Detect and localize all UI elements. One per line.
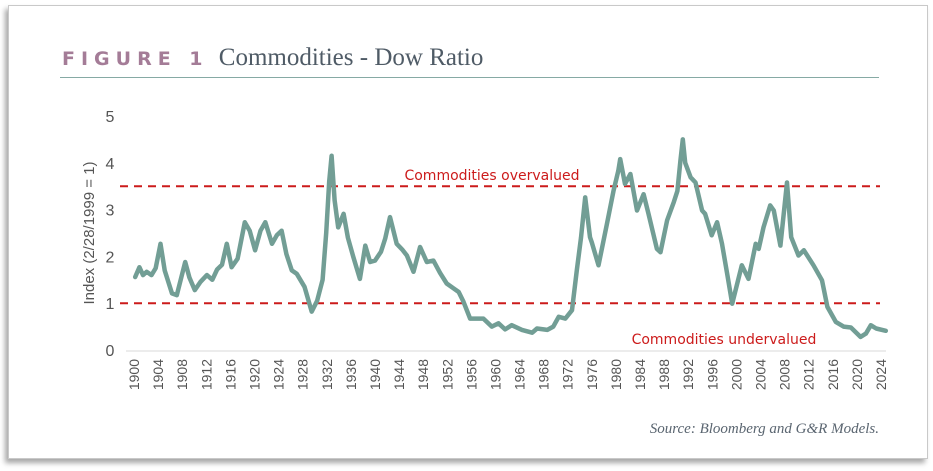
figure-title-text: Commodities - Dow Ratio <box>218 44 484 71</box>
x-tick-label: 1904 <box>150 359 166 390</box>
x-tick-label: 1992 <box>680 359 696 390</box>
y-tick-label: 0 <box>106 343 115 360</box>
annotation-label: Commodities overvalued <box>404 168 579 184</box>
x-tick-label: 1908 <box>174 359 190 390</box>
figure-card <box>8 5 928 459</box>
x-tick-label: 2024 <box>873 359 889 390</box>
x-tick-label: 1952 <box>439 359 455 390</box>
y-tick-label: 3 <box>106 203 115 220</box>
x-tick-label: 1988 <box>656 359 672 390</box>
y-axis-label: Index (2/28/1999 = 1) <box>81 161 98 304</box>
x-tick-label: 1996 <box>704 359 720 390</box>
x-tick-label: 1984 <box>632 359 648 390</box>
x-tick-label: 1964 <box>512 359 528 390</box>
x-tick-label: 2016 <box>825 359 841 390</box>
x-tick-label: 1956 <box>463 359 479 390</box>
x-tick-label: 1924 <box>271 359 287 390</box>
x-tick-label: 1900 <box>126 359 142 390</box>
figure-label: FIGURE 1 <box>62 48 209 70</box>
x-tick-label: 1944 <box>391 359 407 390</box>
x-tick-label: 2008 <box>777 359 793 390</box>
x-tick-label: 2012 <box>801 359 817 390</box>
figure-title: FIGURE 1 Commodities - Dow Ratio <box>62 44 483 72</box>
x-tick-label: 2004 <box>753 359 769 390</box>
y-tick-label: 5 <box>106 109 115 126</box>
x-tick-label: 1920 <box>246 359 262 390</box>
x-tick-label: 2020 <box>849 359 865 390</box>
source-note: Source: Bloomberg and G&R Models. <box>649 421 879 437</box>
threshold-lines <box>120 185 880 305</box>
x-tick-label: 2000 <box>728 359 744 390</box>
y-axis-ticks: 0 1 2 3 4 5 <box>106 109 115 360</box>
series-line <box>132 137 889 340</box>
x-tick-label: 1932 <box>319 359 335 390</box>
x-tick-label: 1936 <box>343 359 359 390</box>
x-tick-label: 1916 <box>222 359 238 390</box>
annotations: Commodities overvalued Commodities underv… <box>404 168 816 348</box>
x-tick-label: 1928 <box>295 359 311 390</box>
annotation-label: Commodities undervalued <box>632 332 817 348</box>
x-tick-label: 1968 <box>536 359 552 390</box>
x-tick-label: 1912 <box>198 359 214 390</box>
y-tick-label: 2 <box>106 249 115 266</box>
y-tick-label: 4 <box>106 156 115 173</box>
x-tick-label: 1972 <box>560 359 576 390</box>
x-tick-label: 1980 <box>608 359 624 390</box>
x-tick-label: 1948 <box>415 359 431 390</box>
y-tick-label: 1 <box>106 296 115 313</box>
title-rule <box>60 77 879 78</box>
x-tick-label: 1940 <box>367 359 383 390</box>
x-axis-ticks: 1900 1904 1908 1912 1916 1920 1924 1928 1932 1936… <box>126 359 889 390</box>
x-tick-label: 1976 <box>584 359 600 390</box>
x-tick-label: 1960 <box>487 359 503 390</box>
